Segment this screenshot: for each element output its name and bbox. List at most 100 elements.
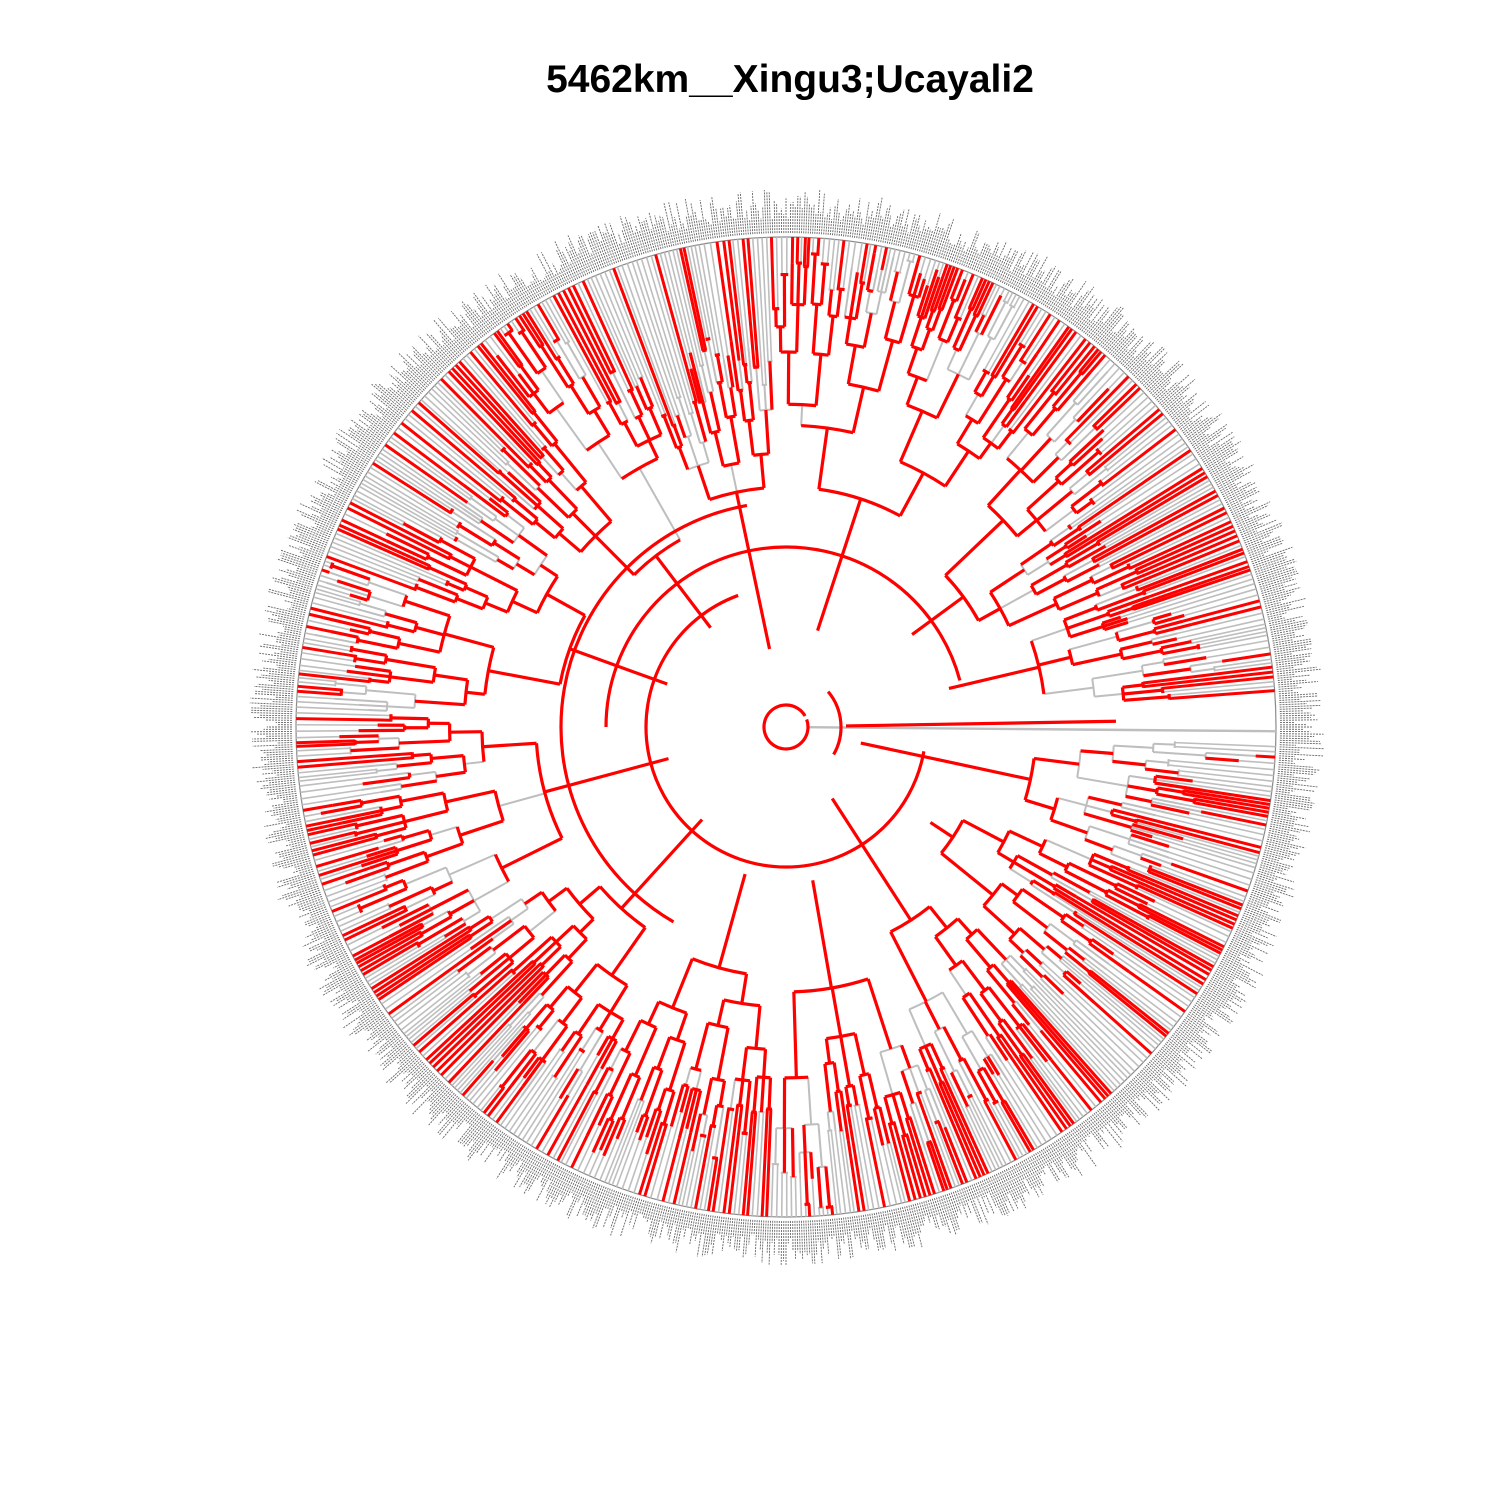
tip-label [602, 232, 615, 264]
branch-arc [1189, 638, 1193, 645]
internal-branch [1027, 561, 1049, 576]
internal-branch [883, 1096, 894, 1124]
tip-branch [1137, 547, 1244, 592]
tip-branch [981, 284, 998, 315]
tip-branch [297, 684, 342, 692]
tip-label [299, 906, 327, 918]
tip-label [296, 864, 312, 870]
tip-label [305, 924, 334, 938]
tip-branch [390, 436, 473, 498]
internal-branch [638, 467, 681, 541]
internal-branch [1072, 399, 1091, 419]
tip-label [893, 1209, 898, 1226]
tip-label [252, 744, 293, 747]
tip-label [1231, 508, 1245, 516]
branch-arc [893, 270, 902, 274]
branch-arc [793, 977, 869, 994]
tip-label [367, 428, 385, 441]
tip-label [287, 608, 306, 614]
tip-label [1279, 735, 1315, 737]
tip-label [473, 1121, 489, 1142]
tip-label [370, 424, 387, 437]
internal-branch [1052, 886, 1072, 900]
tip-label [1216, 968, 1236, 980]
tip-label [1208, 461, 1226, 473]
tip-label [269, 673, 295, 677]
internal-branch [671, 958, 694, 1009]
tip-branch [1035, 319, 1061, 356]
internal-branch [1072, 652, 1122, 667]
tip-label [1178, 404, 1210, 429]
branch-arc [1134, 585, 1140, 592]
tip-label [1088, 1117, 1100, 1131]
tip-label [1244, 531, 1274, 544]
internal-branch [369, 678, 390, 684]
internal-branch [455, 597, 484, 611]
tip-branch [1135, 524, 1234, 572]
tip-branch [1143, 551, 1245, 593]
tip-label [274, 580, 312, 592]
branch-arc [1064, 947, 1070, 953]
branch-arc [453, 594, 460, 603]
internal-branch [456, 531, 500, 559]
tip-label [504, 1141, 518, 1162]
internal-branch [1122, 688, 1163, 696]
internal-branch [560, 472, 578, 491]
tip-label [977, 1181, 985, 1198]
tip-label [809, 207, 813, 234]
tip-label [333, 985, 366, 1006]
tip-label [1220, 960, 1250, 977]
tip-label [416, 1068, 430, 1080]
internal-branch [598, 1011, 612, 1031]
branch-arc [948, 959, 964, 972]
tip-label [314, 499, 342, 514]
tip-label [283, 600, 308, 607]
tip-label [1252, 887, 1281, 898]
tip-branch [341, 518, 388, 543]
tip-label [277, 874, 315, 888]
internal-branch [752, 1076, 759, 1113]
tip-branch [872, 245, 878, 254]
internal-branch [398, 739, 450, 745]
tip-branch [582, 1151, 594, 1174]
tip-branch [1096, 475, 1209, 544]
tip-label [812, 204, 815, 234]
internal-branch [609, 1048, 623, 1070]
branch-arc [630, 1072, 641, 1079]
internal-branch [968, 992, 1001, 1038]
internal-branch [656, 1036, 672, 1070]
tip-branch [1081, 927, 1193, 1003]
tip-label [461, 305, 486, 336]
tip-label [1241, 530, 1257, 538]
branch-arc [1049, 797, 1060, 821]
tip-label [1151, 377, 1172, 396]
tip-label [659, 215, 668, 248]
branch-arc [803, 1122, 819, 1126]
internal-branch [1205, 756, 1239, 763]
tip-label [1243, 912, 1267, 923]
branch-arc [387, 671, 393, 683]
internal-branch [832, 1062, 840, 1092]
tip-label [587, 234, 603, 269]
tip-label [321, 507, 340, 518]
tip-branch [1112, 953, 1190, 1008]
tip-branch [915, 1093, 953, 1189]
branch-arc [867, 288, 874, 293]
tip-label [628, 1198, 639, 1225]
tip-label [292, 523, 330, 540]
branch-arc [442, 792, 450, 812]
internal-branch [358, 703, 388, 708]
tip-label [467, 1125, 495, 1161]
tip-label [684, 198, 694, 242]
internal-branch [714, 1106, 725, 1159]
branch-arc [585, 433, 611, 452]
tip-label [425, 1075, 438, 1088]
internal-branch [402, 828, 430, 840]
internal-branch [944, 519, 1005, 577]
tip-label [967, 1186, 983, 1224]
tip-label [473, 296, 496, 328]
internal-branch [726, 355, 735, 388]
tip-label [1127, 1083, 1140, 1097]
tip-label [335, 438, 371, 461]
internal-branch [521, 1059, 544, 1088]
